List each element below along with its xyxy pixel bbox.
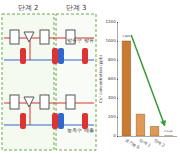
svg-text:0: 0 <box>113 133 116 138</box>
svg-text:농축수 배출: 농축수 배출 <box>67 127 94 133</box>
svg-text:단계 2: 단계 2 <box>153 138 166 148</box>
svg-text:800: 800 <box>108 57 116 62</box>
svg-text:1000: 1000 <box>106 38 117 43</box>
svg-text:1 ppm: 1 ppm <box>122 35 131 38</box>
svg-text:600: 600 <box>108 76 116 81</box>
svg-text:단계 2: 단계 2 <box>18 4 39 12</box>
svg-text:400: 400 <box>108 95 116 100</box>
svg-text:단계 1: 단계 1 <box>139 138 152 148</box>
svg-text:단계 3: 단계 3 <box>66 4 87 12</box>
svg-text:0.2 ppb: 0.2 ppb <box>164 130 173 133</box>
svg-text:1200: 1200 <box>106 19 117 24</box>
svg-text:200: 200 <box>108 114 116 119</box>
svg-text:방류수 방류: 방류수 방류 <box>67 37 94 43</box>
svg-text:초기농도: 초기농도 <box>125 138 141 150</box>
svg-text:Cs⁺ concentration (ppb): Cs⁺ concentration (ppb) <box>98 55 103 103</box>
